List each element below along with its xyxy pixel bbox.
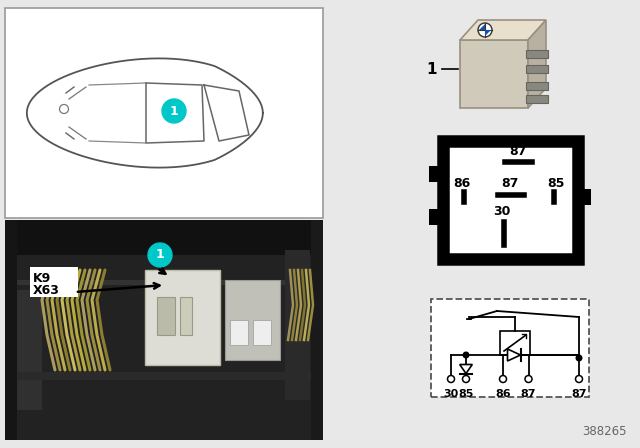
- Circle shape: [499, 375, 506, 383]
- Bar: [311, 220, 323, 440]
- Bar: [526, 82, 548, 90]
- Bar: [526, 65, 548, 73]
- Bar: [5, 220, 323, 255]
- Text: 87: 87: [521, 389, 536, 399]
- Text: 87: 87: [509, 145, 527, 158]
- Bar: [443, 141, 578, 259]
- Bar: [429, 166, 443, 182]
- Circle shape: [478, 23, 492, 37]
- Text: 86: 86: [453, 177, 470, 190]
- Circle shape: [148, 243, 172, 267]
- Bar: [577, 189, 591, 205]
- Polygon shape: [528, 20, 546, 108]
- Circle shape: [525, 375, 532, 383]
- Circle shape: [575, 375, 582, 383]
- Text: 388265: 388265: [582, 425, 627, 438]
- Bar: [5, 220, 17, 440]
- Bar: [431, 299, 589, 397]
- Bar: [5, 220, 323, 440]
- Polygon shape: [460, 20, 546, 40]
- Bar: [5, 8, 323, 218]
- Bar: [460, 40, 528, 108]
- Bar: [253, 320, 271, 345]
- Bar: [230, 320, 248, 345]
- Circle shape: [447, 375, 454, 383]
- Bar: [13, 280, 315, 285]
- Text: 1: 1: [170, 104, 179, 117]
- Bar: [145, 270, 220, 365]
- Bar: [30, 267, 78, 297]
- Bar: [180, 297, 192, 335]
- Bar: [17, 372, 311, 380]
- Text: K9: K9: [33, 272, 51, 285]
- Bar: [526, 50, 548, 58]
- Text: X63: X63: [33, 284, 60, 297]
- Bar: [526, 95, 548, 103]
- Circle shape: [60, 104, 68, 113]
- Text: 87: 87: [501, 177, 518, 190]
- Polygon shape: [479, 24, 485, 30]
- Bar: [285, 250, 310, 400]
- Circle shape: [576, 355, 582, 361]
- Circle shape: [162, 99, 186, 123]
- Polygon shape: [485, 30, 491, 36]
- Text: 1: 1: [156, 249, 164, 262]
- Text: 1: 1: [427, 61, 437, 77]
- Bar: [157, 297, 175, 335]
- Bar: [429, 209, 443, 225]
- Text: 30: 30: [493, 205, 511, 218]
- Text: 85: 85: [458, 389, 474, 399]
- Text: 86: 86: [495, 389, 511, 399]
- Circle shape: [463, 375, 470, 383]
- Text: 85: 85: [547, 177, 564, 190]
- Text: 87: 87: [572, 389, 587, 399]
- Bar: [17, 290, 42, 410]
- Polygon shape: [460, 365, 472, 374]
- Bar: [225, 280, 280, 360]
- Text: 30: 30: [444, 389, 459, 399]
- Bar: [500, 331, 530, 355]
- Polygon shape: [508, 349, 520, 361]
- Circle shape: [463, 352, 468, 358]
